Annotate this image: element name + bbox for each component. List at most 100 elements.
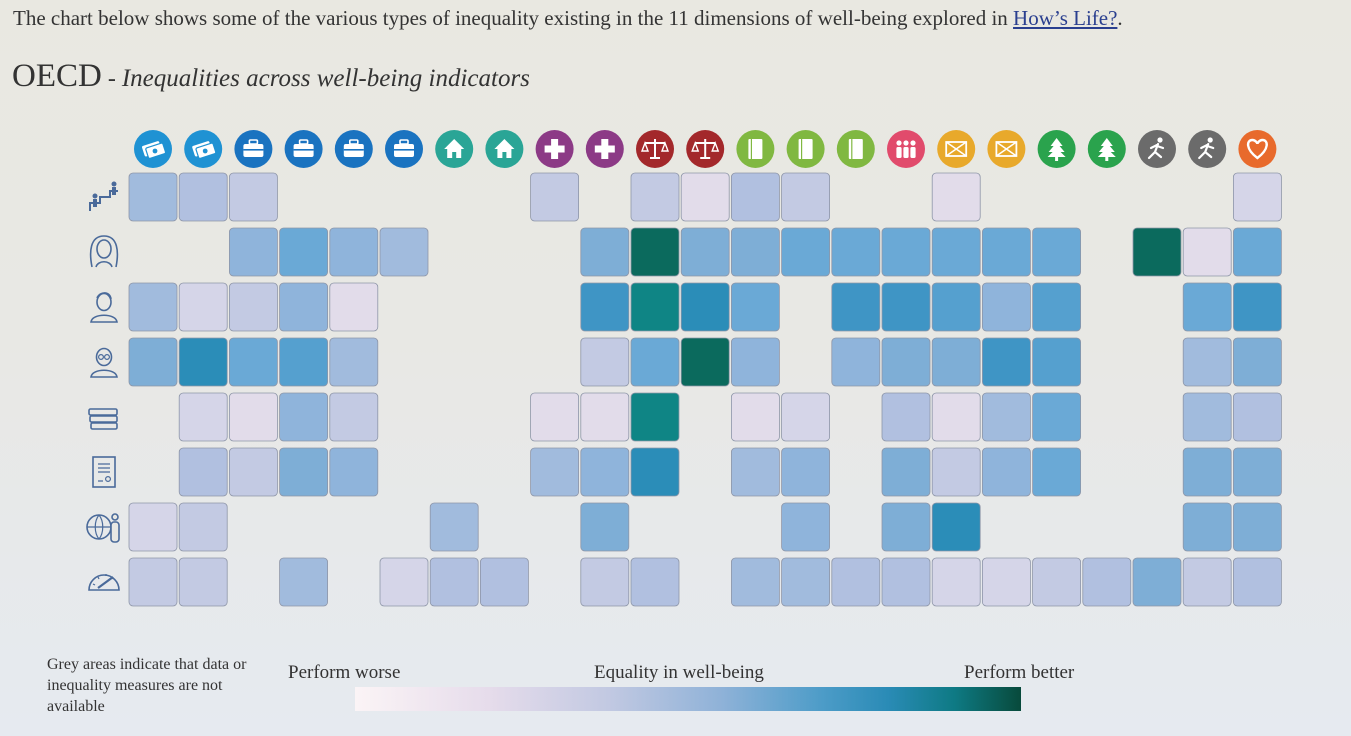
- heatmap-cell: [1182, 392, 1232, 442]
- heatmap-cell: [580, 447, 630, 497]
- running-person-icon: [1138, 130, 1176, 168]
- man-icon: [90, 292, 118, 323]
- heatmap-cell: [1182, 557, 1232, 607]
- heatmap-cell: [731, 447, 780, 497]
- heatmap-cell: [1233, 227, 1282, 277]
- heatmap-cell: [329, 447, 379, 497]
- heatmap-cell: [931, 227, 981, 277]
- heatmap-cell: [982, 392, 1031, 442]
- row-icons: [86, 181, 120, 591]
- heatmap-cell: [178, 172, 228, 222]
- heatmap-cell: [680, 282, 730, 332]
- intro-sentence: The chart below shows some of the variou…: [13, 6, 1014, 30]
- intro-end: .: [1117, 6, 1123, 30]
- heatmap-cell: [128, 172, 178, 222]
- speedometer-icon: [88, 574, 120, 591]
- heatmap-cell: [329, 282, 379, 332]
- page-title: OECD - Inequalities across well-being in…: [12, 58, 530, 95]
- heatmap-cell: [931, 557, 981, 607]
- heatmap-cell: [228, 282, 278, 332]
- heatmap-cell: [429, 557, 479, 607]
- heatmap-cell: [128, 502, 178, 552]
- heatmap-cell: [178, 557, 228, 607]
- heatmap-cell: [279, 557, 329, 607]
- heatmap-cell: [1182, 502, 1232, 552]
- heatmap-cell: [831, 227, 881, 277]
- heatmap-cell: [1132, 557, 1182, 607]
- heatmap-cell: [1032, 337, 1081, 387]
- tree-icon: [1087, 130, 1126, 168]
- heatmap-cell: [1233, 282, 1282, 332]
- heatmap-cell: [279, 447, 329, 497]
- heatmap-cell: [731, 172, 780, 222]
- heatmap-cell: [1182, 337, 1232, 387]
- heatmap-cell: [530, 172, 579, 222]
- heatmap-cell: [1233, 392, 1282, 442]
- heatmap-cell: [881, 502, 931, 552]
- heatmap-cell: [982, 337, 1031, 387]
- book-icon: [836, 130, 875, 168]
- heatmap-cell: [630, 337, 680, 387]
- heatmap-cell: [178, 337, 228, 387]
- heatmap-cell: [931, 337, 981, 387]
- title-separator: -: [101, 66, 122, 92]
- heatmap-cell: [881, 227, 931, 277]
- heatmap-cell: [630, 557, 680, 607]
- heatmap-cell: [379, 227, 429, 277]
- house-icon: [485, 130, 524, 168]
- heatmap-cell: [982, 447, 1031, 497]
- heatmap-cell: [881, 337, 931, 387]
- heatmap-cell: [580, 227, 630, 277]
- house-icon: [435, 130, 474, 168]
- money-icon: [134, 130, 172, 168]
- heatmap-cell: [781, 227, 830, 277]
- heatmap-cell: [931, 447, 981, 497]
- heatmap-cell: [1032, 557, 1081, 607]
- heatmap-cell: [630, 227, 680, 277]
- heatmap-cell: [178, 502, 228, 552]
- heatmap-cell: [731, 557, 780, 607]
- heatmap-cell: [982, 227, 1031, 277]
- hows-life-link[interactable]: How’s Life?: [1013, 6, 1118, 30]
- heatmap-cell: [329, 227, 379, 277]
- legend-equality-label: Equality in well-being: [594, 662, 764, 683]
- heatmap-cell: [731, 227, 780, 277]
- heatmap-cell: [1032, 447, 1081, 497]
- heatmap-cell: [580, 557, 630, 607]
- envelope-icon: [987, 130, 1026, 168]
- heatmap-cell: [1182, 227, 1232, 277]
- heatmap-cell: [731, 337, 780, 387]
- heatmap-cell: [831, 557, 881, 607]
- inequality-heatmap: [86, 130, 1282, 607]
- heatmap-cell: [279, 282, 329, 332]
- heatmap-cell: [1132, 227, 1182, 277]
- heatmap-cell: [630, 392, 680, 442]
- heatmap-cell: [279, 227, 329, 277]
- books-stack-icon: [88, 408, 118, 430]
- heatmap-cell: [228, 172, 278, 222]
- balance-scale-icon: [636, 130, 674, 168]
- heatmap-cell: [279, 392, 329, 442]
- heatmap-cell: [580, 502, 630, 552]
- heatmap-cell: [228, 227, 278, 277]
- envelope-icon: [937, 130, 976, 168]
- heatmap-cell: [580, 282, 630, 332]
- heatmap-cell: [1032, 392, 1081, 442]
- health-cross-icon: [535, 130, 574, 168]
- heatmap-cell: [1233, 447, 1282, 497]
- heatmap-cell: [128, 282, 178, 332]
- legend-better-label: Perform better: [964, 662, 1075, 683]
- heatmap-cell: [329, 392, 379, 442]
- heatmap-cell: [931, 172, 981, 222]
- balance-scale-icon: [686, 130, 725, 168]
- heatmap-cell: [530, 447, 579, 497]
- heatmap-cell: [580, 392, 630, 442]
- briefcase-icon: [334, 130, 373, 168]
- heatmap-cell: [178, 447, 228, 497]
- heatmap-cell: [680, 172, 730, 222]
- heatmap-cell: [1082, 557, 1132, 607]
- elderly-person-icon: [90, 347, 118, 378]
- heatmap-cell: [178, 282, 228, 332]
- heatmap-cell: [630, 172, 680, 222]
- heatmap-cell: [1182, 282, 1232, 332]
